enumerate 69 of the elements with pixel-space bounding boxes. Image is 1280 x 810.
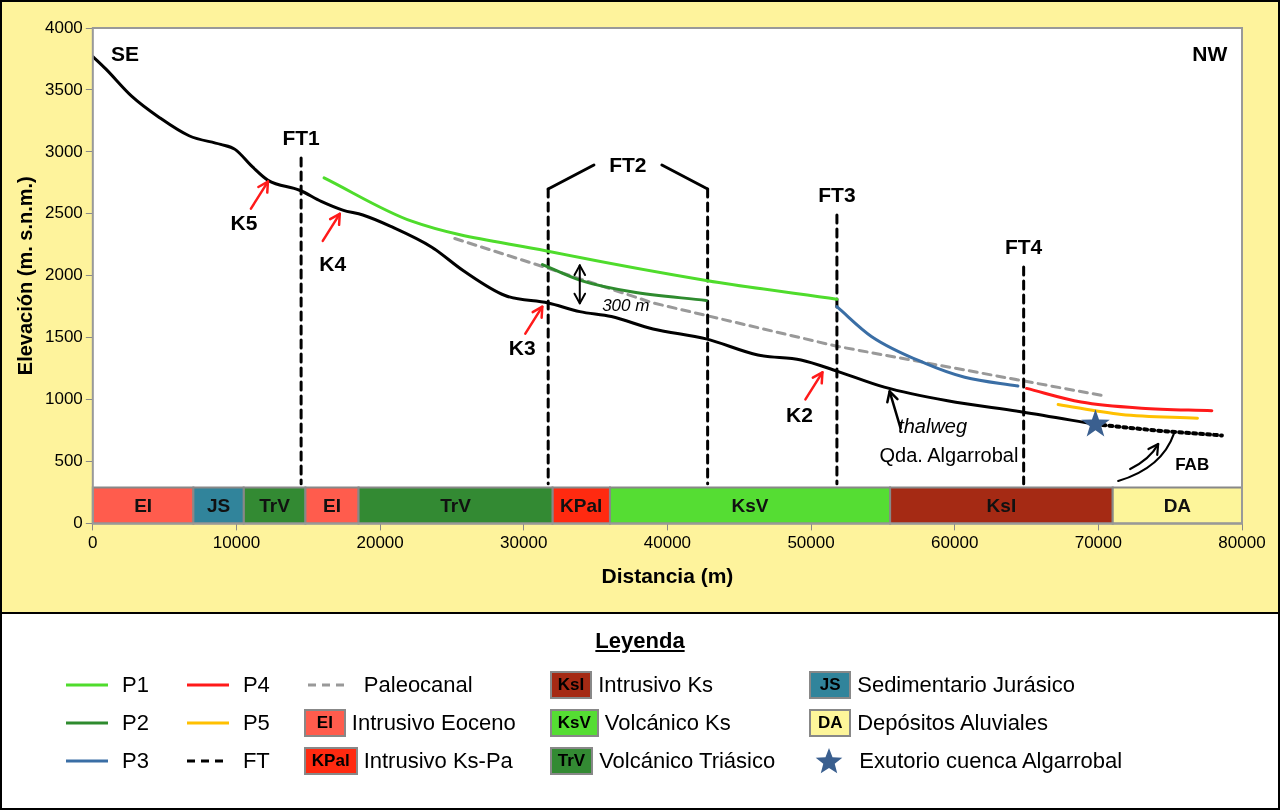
y-tick-label: 3500 [44,79,83,99]
annotation: SE [110,41,139,66]
band-label: KPal [560,494,603,516]
text: KsI [557,675,585,694]
annotation: K2 [785,403,813,428]
legend-label: P4 [242,672,270,698]
legend-label: P2 [122,710,149,736]
y-tick-label: 2500 [44,203,83,223]
text: Intrusivo Ks-Pa [363,748,513,774]
band-label: TrV [440,494,472,516]
annotation: K5 [230,210,258,235]
x-tick-label: 70000 [1074,533,1122,553]
annotation: Qda. Algarrobal [879,443,1019,467]
annotation: 300 m [602,296,650,317]
text: TrV [557,751,586,770]
annotation: FT1 [282,126,320,151]
legend-label: Paleocanal [363,672,473,698]
annotation: FT4 [1004,235,1043,260]
text: EI [316,713,333,732]
y-axis-title: Elevación (m. s.n.m.) [13,176,36,376]
legend-label: P5 [242,710,270,736]
text: Depósitos Aluviales [857,710,1048,736]
text: DA [817,713,843,732]
annotation: K4 [319,251,347,276]
text: KsV [557,713,591,732]
line-series [835,305,1020,388]
x-axis-title: Distancia (m) [601,564,734,588]
annotation: K3 [508,335,536,360]
y-tick-label: 3000 [44,141,83,161]
text: Volcánico Ks [604,710,731,736]
band-label: DA [1163,494,1192,516]
band-label: JS [206,494,231,516]
band-label: EI [323,494,341,516]
x-tick-label: 40000 [643,533,692,553]
text: KPal [311,751,350,770]
x-tick-label: 50000 [787,533,835,553]
annotation: thalweg [898,414,968,438]
band-label: KsI [986,494,1017,516]
y-tick-label: 2000 [44,265,83,285]
text: Intrusivo Eoceno [351,710,516,736]
y-tick-label: 4000 [44,17,83,37]
x-tick-label: 60000 [931,533,979,553]
annotation: FT3 [818,183,856,207]
legend-title: Leyenda [594,628,686,654]
x-tick-label: 80000 [1218,533,1266,553]
band-label: TrV [259,494,291,516]
line-series [453,237,1106,398]
y-tick-label: 500 [54,451,83,471]
x-tick-label: 0 [88,533,98,553]
y-tick-label: 0 [73,513,83,533]
text: Sedimentario Jurásico [857,672,1075,698]
text: JS [819,675,841,694]
x-tick-label: 30000 [500,533,548,553]
legend-label: FT [242,748,270,774]
legend-label: Exutorio cuenca Algarrobal [859,748,1123,774]
x-tick-label: 10000 [212,533,261,553]
annotation: FT2 [609,153,647,177]
text: Intrusivo Ks [598,672,714,698]
band-label: EI [134,494,153,516]
annotation: NW [1192,41,1228,66]
text: Volcánico Triásico [599,748,776,774]
annotation: FAB [1175,454,1210,475]
line-series [1025,386,1214,413]
legend-label: P1 [122,672,149,698]
band-label: KsV [731,494,769,516]
y-tick-label: 1000 [44,389,83,409]
legend-label: P3 [122,748,149,774]
y-tick-label: 1500 [44,327,83,347]
x-tick-label: 20000 [356,533,404,553]
